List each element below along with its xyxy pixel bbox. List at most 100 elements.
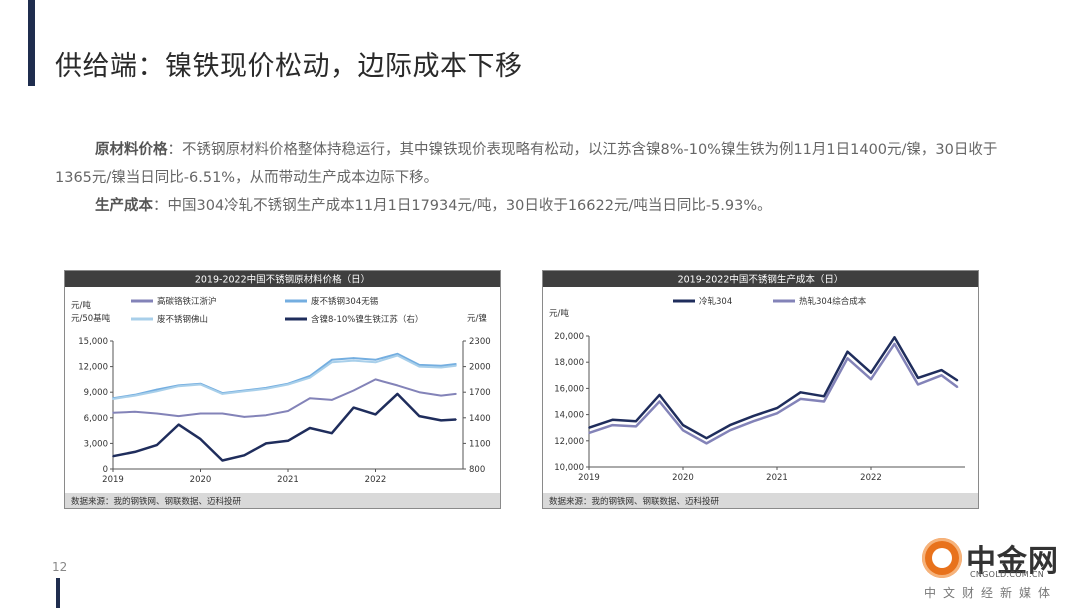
paragraph-production-cost-text: ：中国304冷轧不锈钢生产成本11月1日17934元/吨，30日收于16622元… xyxy=(153,198,772,214)
x-tick-label: 2022 xyxy=(860,473,882,483)
data-point xyxy=(112,411,114,414)
y-unit-left: 元/吨 xyxy=(549,308,569,319)
data-point xyxy=(352,406,355,409)
data-point xyxy=(846,357,849,360)
data-point xyxy=(658,400,661,403)
page-title: 供给端：镍铁现价松动，边际成本下移 xyxy=(55,51,523,82)
data-point xyxy=(776,412,778,415)
data-point xyxy=(156,412,158,415)
data-point xyxy=(396,393,399,395)
accent-bar-top xyxy=(28,0,35,86)
x-tick-label: 2019 xyxy=(102,475,124,485)
data-point xyxy=(331,399,333,401)
y-unit-left-2: 元/50基吨 xyxy=(71,313,111,324)
data-point xyxy=(177,385,180,387)
y-tick-label-left: 6,000 xyxy=(84,414,108,424)
data-point xyxy=(729,429,731,432)
data-point xyxy=(265,388,267,390)
data-point xyxy=(455,363,457,365)
watermark-tagline: 中文财经新媒体 xyxy=(924,586,1058,600)
y-tick-label-left: 18,000 xyxy=(554,358,584,368)
series-line xyxy=(112,352,457,400)
chart-source: 数据来源：我的钢铁网、钢联数据、迈科投研 xyxy=(71,496,242,507)
data-point xyxy=(893,343,896,345)
data-point xyxy=(658,394,661,396)
x-tick-label: 2020 xyxy=(190,475,212,485)
data-point xyxy=(418,391,421,393)
chart-source-bar xyxy=(543,493,978,508)
chart-production-cost: 2019-2022中国不锈钢生产成本（日） 数据来源：我的钢铁网、钢联数据、迈科投… xyxy=(542,270,979,509)
legend-label: 废不锈钢佛山 xyxy=(157,314,208,325)
data-point xyxy=(752,415,755,417)
data-point xyxy=(823,395,825,398)
data-point xyxy=(418,365,421,368)
data-point xyxy=(352,359,355,362)
data-point xyxy=(374,413,377,416)
data-point xyxy=(455,364,457,367)
data-point xyxy=(221,459,224,462)
data-point xyxy=(331,359,333,361)
data-point xyxy=(352,389,355,392)
x-tick-label: 2020 xyxy=(672,473,694,483)
data-point xyxy=(752,420,755,422)
data-point xyxy=(331,432,333,434)
x-tick-label: 2021 xyxy=(766,473,788,483)
data-point xyxy=(265,442,267,445)
watermark-brand: 中金网 xyxy=(966,544,1059,579)
data-point xyxy=(156,388,158,391)
accent-bar-bottom xyxy=(56,578,60,608)
data-point xyxy=(729,424,731,426)
data-point xyxy=(287,440,289,442)
paragraph-raw-material-label: 原材料价格 xyxy=(95,142,168,158)
paragraph-raw-material-text: ：不锈钢原材料价格整体持稳运行，其中镍铁现价表现略有松动，以江苏含镍8%-10%… xyxy=(55,142,998,186)
data-point xyxy=(309,376,311,379)
data-point xyxy=(588,426,590,429)
data-point xyxy=(221,412,224,415)
y-unit-left: 元/吨 xyxy=(71,300,91,311)
data-point xyxy=(374,361,377,364)
data-point xyxy=(352,357,355,359)
chart-title-bar xyxy=(543,271,978,287)
data-point xyxy=(956,379,959,382)
chart-source-bar xyxy=(65,493,500,508)
data-point xyxy=(309,427,311,429)
x-tick-label: 2022 xyxy=(365,475,387,485)
data-point xyxy=(440,364,442,367)
data-point xyxy=(309,397,311,399)
x-tick-label: 2019 xyxy=(578,473,600,483)
x-tick-label: 2021 xyxy=(277,475,299,485)
series-line xyxy=(112,354,457,400)
data-point xyxy=(846,350,849,353)
chart-svg: 2019-2022中国不锈钢生产成本（日） 数据来源：我的钢铁网、钢联数据、迈科投… xyxy=(543,271,978,508)
data-point xyxy=(682,429,684,432)
data-point xyxy=(396,384,399,387)
y-tick-label-right: 800 xyxy=(469,465,485,475)
legend-label: 冷轧304 xyxy=(699,296,732,307)
data-point xyxy=(199,412,202,415)
chart-title: 2019-2022中国不锈钢原材料价格（日） xyxy=(195,274,370,286)
y-tick-label-right: 1100 xyxy=(469,439,491,449)
data-point xyxy=(682,424,684,426)
data-point xyxy=(156,390,158,393)
data-point xyxy=(134,394,136,397)
data-point xyxy=(177,415,180,417)
y-tick-label-left: 10,000 xyxy=(554,463,584,473)
data-point xyxy=(112,455,114,457)
y-tick-label-left: 0 xyxy=(103,465,108,475)
data-point xyxy=(134,451,136,453)
y-tick-label-right: 1400 xyxy=(469,414,491,424)
series-line xyxy=(588,336,959,440)
legend-label: 含镍8-10%镍生铁江苏（右） xyxy=(311,314,423,325)
y-tick-label-right: 1700 xyxy=(469,388,491,398)
data-point xyxy=(243,454,246,457)
data-point xyxy=(243,416,246,418)
data-point xyxy=(287,410,289,412)
series-line xyxy=(588,342,959,445)
data-point xyxy=(418,415,421,417)
y-tick-label-left: 12,000 xyxy=(554,437,584,447)
data-point xyxy=(870,378,872,380)
data-point xyxy=(199,383,202,386)
data-point xyxy=(455,418,457,421)
y-tick-label-left: 9,000 xyxy=(84,388,108,398)
y-tick-label-left: 20,000 xyxy=(554,332,584,342)
